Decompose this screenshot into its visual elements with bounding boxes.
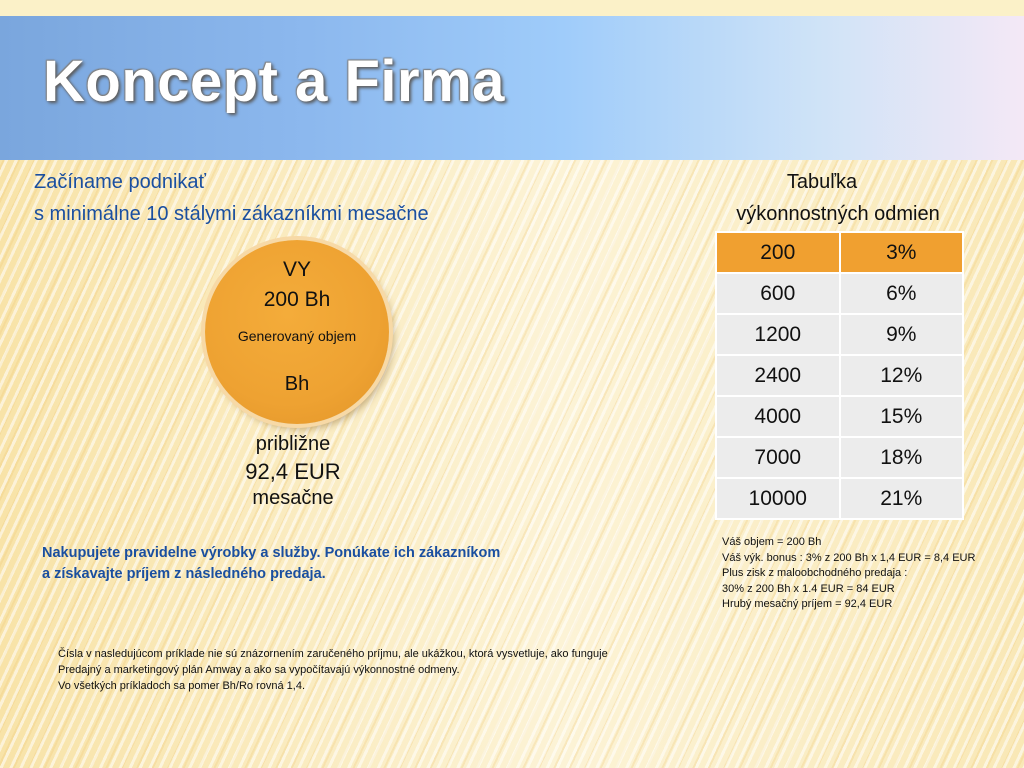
table-cell-volume: 1200 [715,313,841,356]
volume-circle: VY 200 Bh Generovaný objem Bh [205,240,389,424]
approx-label: približne [255,433,331,455]
calculation-note: Váš objem = 200 Bh Váš výk. bonus : 3% z… [722,535,975,613]
table-row: 4000 15% [715,395,964,438]
disclaimer-line: Vo všetkých príkladoch sa pomer Bh/Ro ro… [58,680,306,692]
table-row: 2400 12% [715,354,964,397]
title-band [0,16,1024,160]
table-cell-percent: 18% [838,436,964,479]
table-cell-percent: 6% [838,272,964,315]
table-cell-volume: 4000 [715,395,841,438]
disclaimer-line: Čísla v nasledujúcom príklade nie sú zná… [58,648,608,660]
performance-bonus-table: 200 3% 600 6% 1200 9% 2400 12% 4000 15% … [715,231,964,520]
table-cell-volume: 7000 [715,436,841,479]
table-header-row: 200 3% [715,231,964,274]
heading-line-1: Začíname podnikať [34,171,207,193]
table-cell-percent: 3% [838,231,964,274]
table-subtitle: výkonnostných odmien [736,203,940,225]
table-cell-volume: 200 [715,231,841,274]
purchase-note: Nakupujete pravidelne výrobky a služby. … [42,543,500,585]
table-cell-volume: 10000 [715,477,841,520]
purchase-note-line: Nakupujete pravidelne výrobky a služby. … [42,545,501,561]
purchase-note-line: a získavajte príjem z následného predaja… [42,566,326,582]
circle-you-label: VY [282,258,311,281]
table-row: 600 6% [715,272,964,315]
monthly-label: mesačne [252,487,334,509]
calculation-line: Váš výk. bonus : 3% z 200 Bh x 1,4 EUR =… [722,551,976,564]
circle-unit-label: Bh [284,373,310,395]
table-row: 7000 18% [715,436,964,479]
circle-volume-value: 200 Bh [263,288,331,311]
table-row: 1200 9% [715,313,964,356]
table-cell-volume: 2400 [715,354,841,397]
top-strip [0,0,1024,16]
calculation-line: 30% z 200 Bh x 1.4 EUR = 84 EUR [722,582,895,595]
table-title: Tabuľka [786,171,858,193]
calculation-line: Hrubý mesačný príjem = 92,4 EUR [722,598,893,610]
disclaimer-line: Predajný a marketingový plán Amway a ako… [58,664,460,676]
table-cell-percent: 21% [838,477,964,520]
circle-generated-volume-label: Generovaný objem [237,328,357,344]
table-cell-percent: 12% [838,354,964,397]
disclaimer: Čísla v nasledujúcom príklade nie sú zná… [58,646,608,694]
table-row: 10000 21% [715,477,964,520]
calculation-line: Plus zisk z maloobchodného predaja : [722,567,908,579]
table-cell-percent: 9% [838,313,964,356]
calculation-line: Váš objem = 200 Bh [722,536,822,548]
income-amount: 92,4 EUR [245,459,341,484]
slide-title: Koncept a Firma [43,49,505,114]
table-cell-percent: 15% [838,395,964,438]
table-cell-volume: 600 [715,272,841,315]
heading-line-2: s minimálne 10 stálymi zákazníkmi mesačn… [34,203,429,225]
